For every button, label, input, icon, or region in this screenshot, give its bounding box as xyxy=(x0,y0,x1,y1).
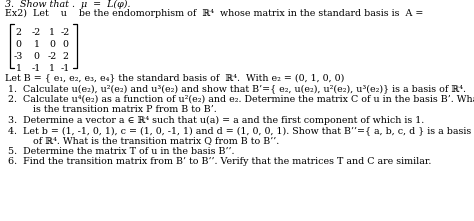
Text: 1: 1 xyxy=(49,64,55,73)
Text: 2: 2 xyxy=(61,52,70,61)
Text: 0: 0 xyxy=(13,40,22,49)
Text: 3.  Determine a vector a ∈ ℝ⁴ such that u(a) = a and the first component of whic: 3. Determine a vector a ∈ ℝ⁴ such that u… xyxy=(8,116,424,125)
Text: -2: -2 xyxy=(60,28,70,37)
Text: 0: 0 xyxy=(61,40,70,49)
Text: Ex2)  Let    u    be the endomorphism of  ℝ⁴  whose matrix in the standard basis: Ex2) Let u be the endomorphism of ℝ⁴ who… xyxy=(5,9,423,18)
Text: 1: 1 xyxy=(13,64,22,73)
Text: 6.  Find the transition matrix from B’ to B’’. Verify that the matrices T and C : 6. Find the transition matrix from B’ to… xyxy=(8,158,431,166)
Text: 1.  Calculate u(e₂), u²(e₂) and u³(e₂) and show that B’={ e₂, u(e₂), u²(e₂), u³(: 1. Calculate u(e₂), u²(e₂) and u³(e₂) an… xyxy=(8,84,466,93)
Text: is the transition matrix P from B to B’.: is the transition matrix P from B to B’. xyxy=(18,105,217,114)
Text: -1: -1 xyxy=(60,64,70,73)
Text: of ℝ⁴. What is the transition matrix Q from B to B’’.: of ℝ⁴. What is the transition matrix Q f… xyxy=(18,137,279,145)
Text: Let B = { e₁, e₂, e₃, e₄} the standard basis of  ℝ⁴.  With e₂ = (0, 1, 0, 0): Let B = { e₁, e₂, e₃, e₄} the standard b… xyxy=(5,73,345,82)
Text: 0: 0 xyxy=(49,40,55,49)
Text: -2: -2 xyxy=(47,52,56,61)
Text: 0: 0 xyxy=(31,52,40,61)
Text: 2.  Calculate u⁴(e₂) as a function of u²(e₂) and e₂. Determine the matrix C of u: 2. Calculate u⁴(e₂) as a function of u²(… xyxy=(8,95,474,103)
Text: -1: -1 xyxy=(31,64,41,73)
Text: -2: -2 xyxy=(31,28,41,37)
Text: 2: 2 xyxy=(13,28,22,37)
Text: 4.  Let b = (1, -1, 0, 1), c = (1, 0, -1, 1) and d = (1, 0, 0, 1). Show that B’’: 4. Let b = (1, -1, 0, 1), c = (1, 0, -1,… xyxy=(8,126,471,135)
Text: 5.  Determine the matrix T of u in the basis B’’.: 5. Determine the matrix T of u in the ba… xyxy=(8,147,235,156)
Text: 3.  Show that .  μ  =  L(φ).: 3. Show that . μ = L(φ). xyxy=(5,0,130,9)
Text: 1: 1 xyxy=(31,40,40,49)
Text: 1: 1 xyxy=(49,28,55,37)
Text: -3: -3 xyxy=(13,52,23,61)
